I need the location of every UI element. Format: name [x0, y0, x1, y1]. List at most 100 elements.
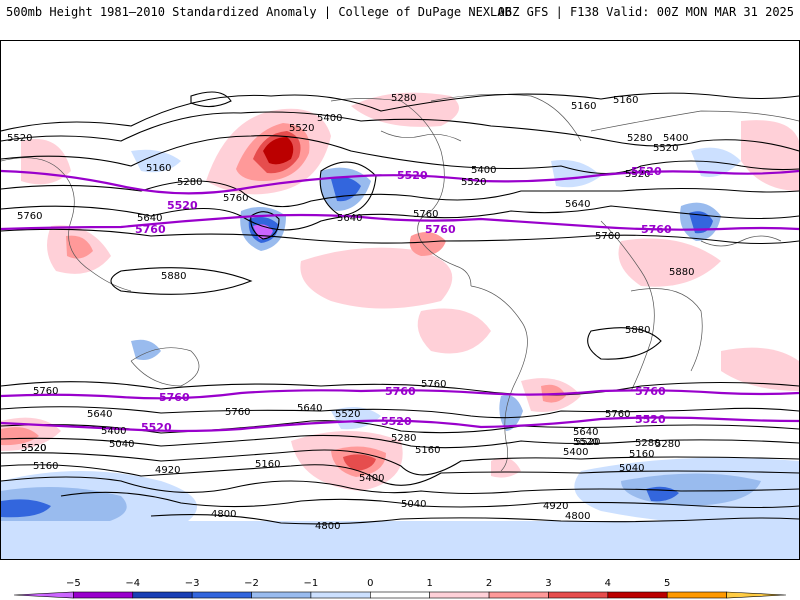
colorbar-bin: [191, 591, 252, 599]
contour-label: 5520: [21, 443, 46, 454]
anomaly-area: [721, 347, 799, 391]
weather-map[interactable]: 5280 5160 5160 5400 5520 5520 5160 5280 …: [0, 40, 800, 560]
contour-label: 5520: [397, 169, 428, 182]
contour-label: 5520: [7, 133, 32, 144]
colorbar-tick-label: 1: [427, 578, 433, 589]
contour-line: [1, 111, 799, 152]
map-canvas: 5280 5160 5160 5400 5520 5520 5160 5280 …: [1, 91, 799, 559]
anomaly-area: [1, 499, 51, 518]
contour-label: 5400: [317, 113, 342, 124]
coastlines: [1, 93, 799, 472]
contour-line: [1, 449, 799, 476]
coastline: [590, 110, 799, 132]
contour-label: 5880: [625, 325, 650, 336]
contour-label: 5280: [635, 438, 660, 449]
contour-label: 5880: [161, 271, 186, 282]
contour-line-5760-north: [1, 213, 799, 231]
anomaly-area: [689, 211, 713, 234]
contour-label: 5520: [461, 177, 486, 188]
coastline: [700, 235, 782, 247]
contour-line: [1, 135, 799, 175]
contour-line-5760-south: [1, 389, 799, 400]
contour-label: 5280: [391, 433, 416, 444]
contour-label: 5760: [225, 407, 250, 418]
anomaly-area: [551, 160, 601, 188]
contour-label: 5400: [359, 473, 384, 484]
contour-label: 5400: [471, 165, 496, 176]
anomaly-area: [491, 457, 521, 478]
contour-line-5520-north: [1, 169, 799, 195]
contour-label: 4920: [155, 465, 180, 476]
contour-line: [587, 327, 662, 360]
contour-label: 5760: [635, 385, 666, 398]
contour-label: 5520: [21, 443, 46, 454]
anomaly-area: [351, 92, 459, 127]
anomaly-area: [131, 149, 181, 173]
colorbar-bin: [548, 591, 609, 599]
colorbar-bin: [429, 591, 490, 599]
anomaly-area: [343, 454, 376, 471]
contour-label: 5160: [613, 95, 638, 106]
contour-label: 5280: [177, 177, 202, 188]
positive-anomaly-shading: [1, 92, 799, 491]
colorbar-bin: [666, 591, 727, 599]
contour-label: 5280: [655, 439, 680, 450]
contour-labels-south: 5760 5640 5400 5520 5040 5160 4920 4800 …: [21, 379, 680, 532]
anomaly-area: [1, 427, 39, 446]
anomaly-area: [1, 521, 799, 559]
contour-labels-north: 5280 5160 5160 5400 5520 5520 5160 5280 …: [7, 93, 694, 336]
contour-label: 5760: [385, 385, 416, 398]
contour-label: 5400: [101, 426, 126, 437]
contour-label: 5760: [17, 211, 42, 222]
contour-label: 5520: [141, 421, 172, 434]
contour-label: 5520: [381, 415, 412, 428]
contour-label: 5760: [135, 223, 166, 236]
contour-line: [60, 491, 799, 509]
colorbar-tick-label: 5: [664, 578, 670, 589]
contour-label: 5160: [629, 449, 654, 460]
contour-label: 4800: [211, 509, 236, 520]
colorbar-tick-label: −4: [125, 578, 140, 589]
coastline: [630, 288, 703, 372]
contour-label: 5160: [415, 445, 440, 456]
contour-label: 5280: [391, 93, 416, 104]
colorbar-tick-label: 0: [367, 578, 373, 589]
colorbar-bin: [310, 591, 371, 599]
colorbar-bins: [13, 591, 787, 599]
contour-label: 5400: [563, 447, 588, 458]
contour-label: 5400: [663, 133, 688, 144]
contour-line: [110, 267, 253, 295]
contour-label: 5640: [573, 427, 598, 438]
contour-label: 5280: [627, 133, 652, 144]
contour-label: 5640: [87, 409, 112, 420]
anomaly-area: [618, 238, 721, 287]
contour-label: 4800: [565, 511, 590, 522]
contour-label: 5160: [571, 101, 596, 112]
map-title: 500mb Height 1981–2010 Standardized Anom…: [6, 5, 512, 19]
contour-label: 5880: [669, 267, 694, 278]
contour-label: 5760: [33, 386, 58, 397]
colorbar-bin: [607, 591, 668, 599]
contour-line: [1, 228, 799, 245]
anomaly-area: [300, 247, 453, 309]
contour-line: [1, 434, 799, 449]
colorbar-bin: [488, 591, 549, 599]
contour-line: [1, 205, 799, 231]
colorbar-bin: [132, 591, 193, 599]
highlight-contour-labels: 5520 5520 5520 5760 5760 5760 5760 5760 …: [135, 165, 672, 434]
colorbar-tick-label: −1: [304, 578, 319, 589]
colorbar-bin: [251, 591, 312, 599]
coastline: [330, 98, 472, 287]
contour-label: 5760: [159, 391, 190, 404]
colorbar-bin: [370, 591, 430, 599]
contour-label: 5640: [137, 213, 162, 224]
contour-line: [1, 381, 799, 396]
contour-line-5520-south: [1, 416, 799, 433]
contour-label: 5040: [401, 499, 426, 510]
contour-label: 4800: [315, 521, 340, 532]
contour-line: [150, 514, 799, 525]
contour-label: 5520: [573, 437, 598, 448]
negative-anomaly-shading: [1, 147, 799, 559]
color-legend: −5 −4 −3 −2 −1 0 1 2 3 4 5: [0, 574, 800, 600]
coastline: [1, 157, 132, 292]
